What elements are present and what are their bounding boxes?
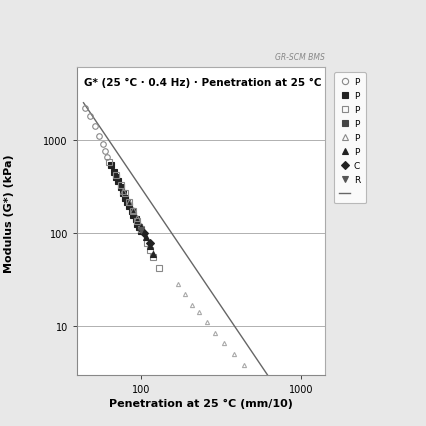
Text: G* (25 °C · 0.4 Hz) · Penetration at 25 °C: G* (25 °C · 0.4 Hz) · Penetration at 25 … <box>84 78 321 87</box>
Text: Modulus (G*) (kPa): Modulus (G*) (kPa) <box>4 154 14 272</box>
X-axis label: Penetration at 25 °C (mm/10): Penetration at 25 °C (mm/10) <box>109 398 292 408</box>
Text: GR-SCM BMS: GR-SCM BMS <box>274 53 324 62</box>
Legend: P, P, P, P, P, P, C, R, : P, P, P, P, P, P, C, R, <box>333 73 365 204</box>
